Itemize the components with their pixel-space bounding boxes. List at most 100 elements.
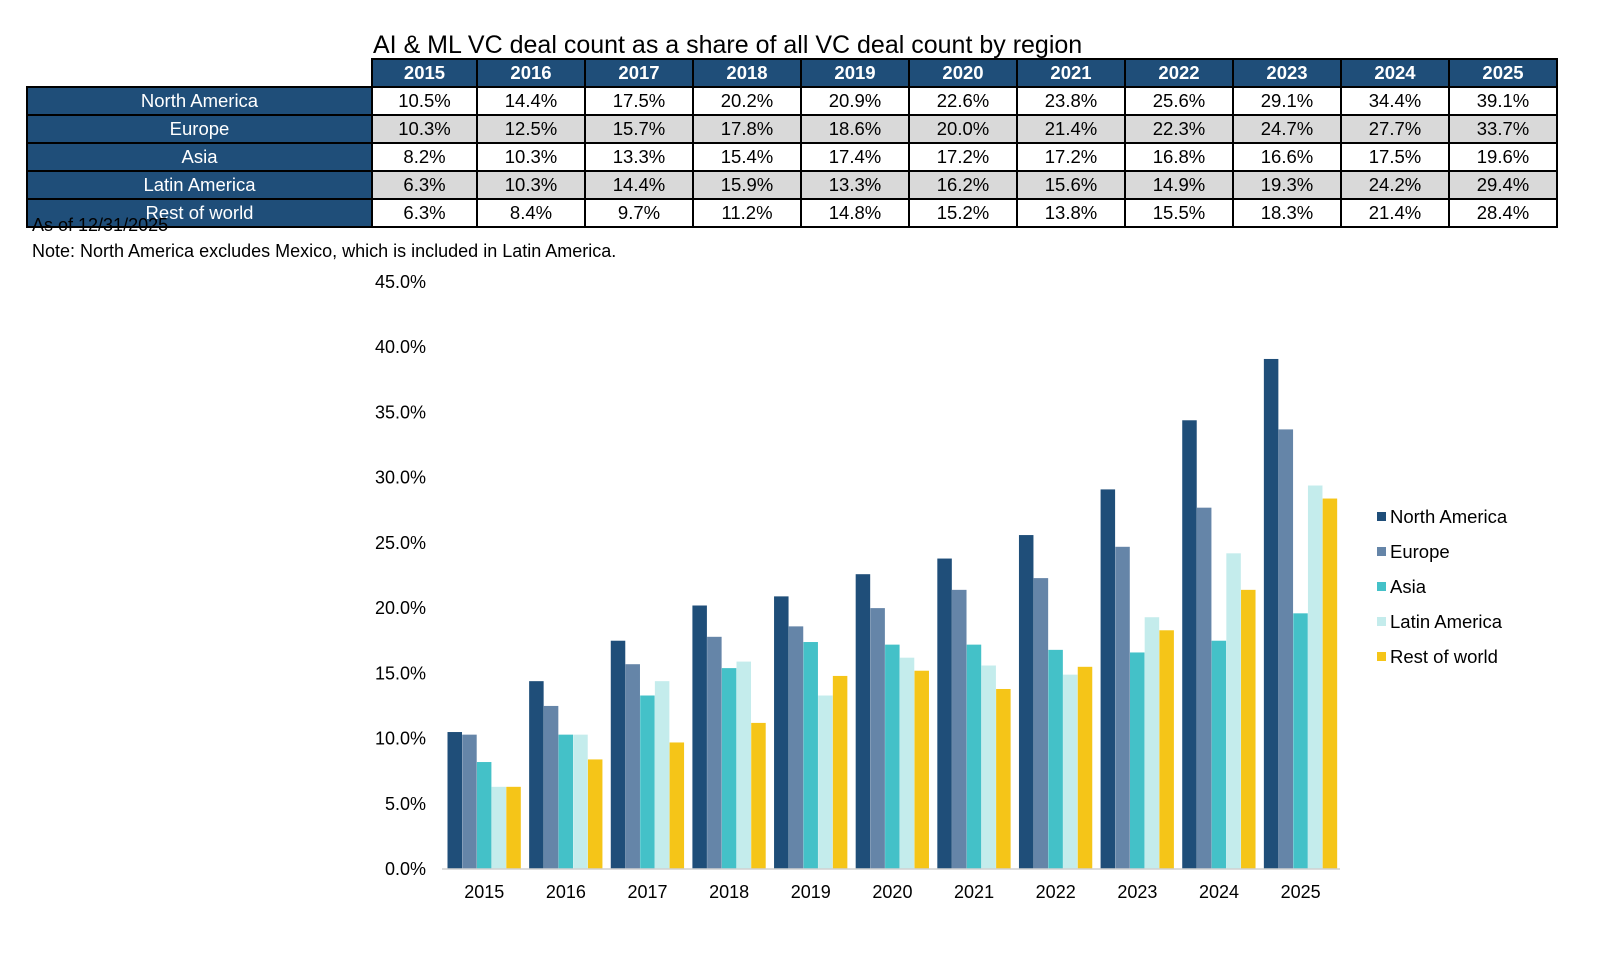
bar	[736, 661, 752, 869]
table-cell: 11.2%	[692, 198, 802, 228]
table-cell: 17.8%	[692, 114, 802, 144]
y-tick-label: 35.0%	[375, 402, 426, 422]
bar	[1196, 507, 1212, 869]
table-cell: 9.7%	[584, 198, 694, 228]
table-cell: 24.2%	[1340, 170, 1450, 200]
bar	[610, 640, 626, 869]
table-header-row: 2015 2016 2017 2018 2019 2020 2021 2022 2023 2024…	[27, 58, 1558, 88]
table-year-header: 2025	[1448, 58, 1558, 88]
table-cell: 33.7%	[1448, 114, 1558, 144]
table-cell: 15.6%	[1016, 170, 1126, 200]
table-cell: 8.2%	[371, 142, 478, 172]
table-year-header: 2018	[692, 58, 802, 88]
table-cell: 13.3%	[584, 142, 694, 172]
bar	[692, 605, 707, 869]
bar	[803, 642, 818, 869]
table-cell: 16.2%	[908, 170, 1018, 200]
y-tick-label: 25.0%	[375, 533, 426, 553]
y-tick-label: 45.0%	[375, 272, 426, 292]
table-cell: 18.6%	[800, 114, 910, 144]
bar	[1144, 617, 1160, 869]
x-tick-label: 2024	[1199, 882, 1239, 902]
bar	[1307, 485, 1323, 869]
table-row: Rest of world 6.3% 8.4% 9.7% 11.2% 14.8% 15.2%…	[26, 198, 1558, 228]
table-cell: 6.3%	[371, 170, 478, 200]
bar	[625, 664, 640, 869]
table-cell: 22.6%	[908, 86, 1018, 116]
bar	[1182, 420, 1197, 869]
bar	[1048, 649, 1063, 869]
table-cell: 20.9%	[800, 86, 910, 116]
bar	[1033, 578, 1049, 869]
bar	[914, 670, 929, 869]
table-cell: 18.3%	[1232, 198, 1342, 228]
bar	[1293, 613, 1308, 869]
table-cell: 15.9%	[692, 170, 802, 200]
table-cell: 15.7%	[584, 114, 694, 144]
table-cell: 22.3%	[1124, 114, 1234, 144]
legend-label: Latin America	[1390, 611, 1503, 632]
bar	[1322, 498, 1338, 869]
table-cell: 20.2%	[692, 86, 802, 116]
x-tick-label: 2019	[791, 882, 831, 902]
legend-label: Asia	[1390, 576, 1427, 597]
bar	[506, 786, 521, 869]
table-year-header: 2019	[800, 58, 910, 88]
table-cell: 17.5%	[1340, 142, 1450, 172]
bar	[899, 657, 915, 869]
bar	[669, 742, 685, 869]
table-region-label: North America	[26, 86, 373, 116]
bar	[587, 759, 603, 869]
bar	[1115, 546, 1130, 869]
x-tick-label: 2022	[1036, 882, 1076, 902]
bar	[1063, 674, 1078, 869]
bar	[996, 688, 1011, 869]
table-cell: 25.6%	[1124, 86, 1234, 116]
bar	[1077, 666, 1093, 869]
x-tick-label: 2018	[709, 882, 749, 902]
table-year-header: 2023	[1232, 58, 1342, 88]
table-cell: 20.0%	[908, 114, 1018, 144]
as-of-date: As of 12/31/2025	[32, 215, 169, 235]
table-cell: 28.4%	[1448, 198, 1558, 228]
table-cell: 14.9%	[1124, 170, 1234, 200]
bar	[981, 665, 996, 869]
table-cell: 17.5%	[584, 86, 694, 116]
legend-label: Europe	[1390, 541, 1450, 562]
table-cell: 16.8%	[1124, 142, 1234, 172]
table-corner	[27, 59, 372, 87]
bar	[1263, 358, 1279, 869]
bar	[855, 574, 871, 869]
y-tick-label: 30.0%	[375, 468, 426, 488]
table-cell: 39.1%	[1448, 86, 1558, 116]
table-cell: 10.5%	[371, 86, 478, 116]
table-cell: 17.2%	[1016, 142, 1126, 172]
bar	[870, 608, 885, 869]
table-cell: 12.5%	[476, 114, 586, 144]
table-cell: 13.3%	[800, 170, 910, 200]
table-cell: 16.6%	[1232, 142, 1342, 172]
table-cell: 21.4%	[1016, 114, 1126, 144]
bar	[818, 695, 833, 869]
y-tick-label: 20.0%	[375, 598, 426, 618]
bar	[774, 596, 789, 869]
table-cell: 19.3%	[1232, 170, 1342, 200]
bar	[1241, 589, 1256, 869]
bar	[640, 695, 655, 869]
bar	[462, 734, 477, 869]
x-tick-label: 2023	[1117, 882, 1157, 902]
table-body: North America 10.5% 14.4% 17.5% 20.2% 20.9% 22…	[26, 86, 1558, 228]
table-cell: 14.4%	[584, 170, 694, 200]
table-cell: 15.5%	[1124, 198, 1234, 228]
bar	[573, 734, 588, 869]
y-tick-label: 5.0%	[385, 794, 426, 814]
table-cell: 6.3%	[371, 198, 478, 228]
table-cell: 27.7%	[1340, 114, 1450, 144]
x-tick-label: 2025	[1281, 882, 1321, 902]
table-cell: 17.4%	[800, 142, 910, 172]
table-year-header: 2016	[476, 58, 586, 88]
bar	[1129, 652, 1145, 869]
bar	[1018, 535, 1034, 869]
bar	[885, 644, 900, 869]
